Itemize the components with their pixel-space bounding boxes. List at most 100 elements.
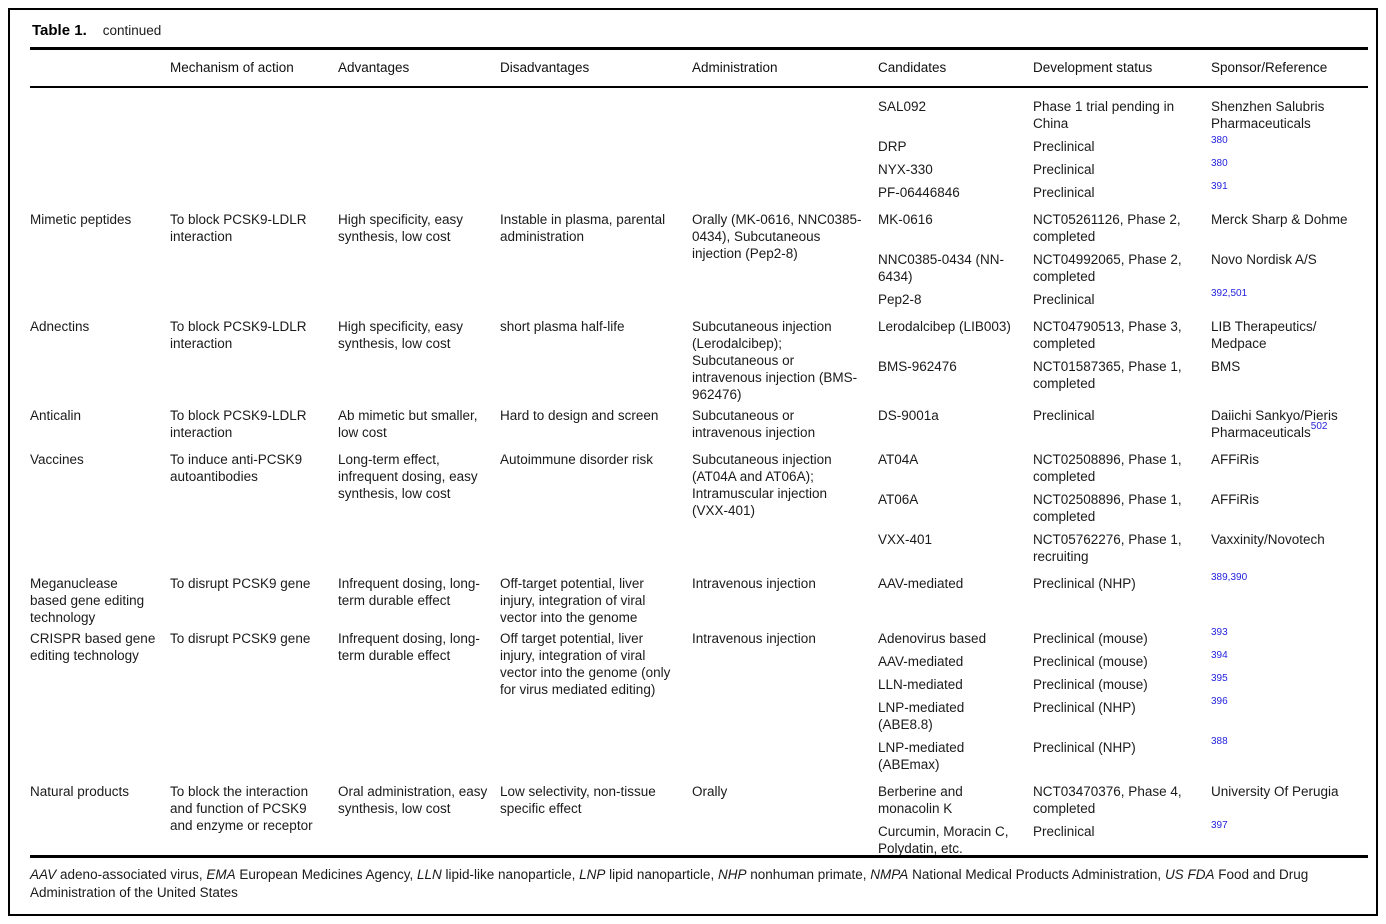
footnote-abbr: NHP <box>717 867 747 882</box>
category-cell: Vaccines <box>30 452 84 467</box>
candidate-entries: DS-9001a Preclinical Daiichi Sankyo/Pier… <box>878 407 1368 447</box>
header-administration: Administration <box>692 60 778 75</box>
reference-link[interactable]: 392,501 <box>1211 287 1248 299</box>
divider-header <box>30 86 1368 88</box>
candidate-row: Lerodalcibep (LIB003) NCT04790513, Phase… <box>878 318 1368 352</box>
footnote-text: lipid nanoparticle, <box>605 867 718 882</box>
reference-link[interactable]: 393 <box>1211 626 1228 638</box>
footnote-text: National Medical Products Administration… <box>908 867 1165 882</box>
candidate-cell: Pep2-8 <box>878 292 922 307</box>
candidate-row: SAL092 Phase 1 trial pending in China Sh… <box>878 98 1368 132</box>
candidate-cell: AT06A <box>878 492 919 507</box>
mechanism-cell: To block the interaction and function of… <box>170 784 313 833</box>
candidate-row: MK-0616 NCT05261126, Phase 2, completed … <box>878 211 1368 245</box>
status-cell: Phase 1 trial pending in China <box>1033 99 1175 131</box>
footnote-text: nonhuman primate, <box>746 867 871 882</box>
sponsor-text: Merck Sharp & Dohme <box>1211 212 1348 227</box>
status-cell: Preclinical (mouse) <box>1033 677 1148 692</box>
candidate-row: Curcumin, Moracin C, Polydatin, etc. Pre… <box>878 819 1368 855</box>
sponsor-cell: 395 <box>1211 672 1368 693</box>
disadvantages-cell: Hard to design and screen <box>500 408 659 423</box>
header-sponsor-reference: Sponsor/Reference <box>1211 60 1328 75</box>
footnote-text: adeno-associated virus, <box>56 867 207 882</box>
reference-link[interactable]: 397 <box>1211 819 1228 831</box>
candidate-row: DRP Preclinical 380 <box>878 134 1368 155</box>
administration-cell: Subcutaneous or intravenous injection <box>692 408 816 440</box>
sponsor-cell: University Of Perugia <box>1211 783 1368 817</box>
status-cell: NCT02508896, Phase 1, completed <box>1033 452 1182 484</box>
candidate-row: BMS-962476 NCT01587365, Phase 1, complet… <box>878 358 1368 392</box>
reference-link[interactable]: 380 <box>1211 134 1228 146</box>
table-row: Meganuclease based gene editing technolo… <box>30 571 1368 626</box>
divider-footnote <box>30 855 1368 858</box>
mechanism-cell: To block PCSK9-LDLR interaction <box>170 319 307 351</box>
category-cell: Anticalin <box>30 408 82 423</box>
sponsor-cell: Shenzhen Salubris Pharmaceuticals <box>1211 98 1368 132</box>
table-row: CRISPR based gene editing technology To … <box>30 626 1368 779</box>
sponsor-cell: 388 <box>1211 735 1368 773</box>
header-advantages: Advantages <box>338 60 410 75</box>
reference-link[interactable]: 380 <box>1211 157 1228 169</box>
candidate-row: NYX-330 Preclinical 380 <box>878 157 1368 178</box>
candidate-entries: Lerodalcibep (LIB003) NCT04790513, Phase… <box>878 318 1368 403</box>
sponsor-cell: 392,501 <box>1211 287 1368 308</box>
status-cell: NCT04790513, Phase 3, completed <box>1033 319 1182 351</box>
status-cell: Preclinical <box>1033 185 1095 200</box>
category-cell: Mimetic peptides <box>30 212 132 227</box>
advantages-cell: Infrequent dosing, long-term durable eff… <box>338 576 480 608</box>
sponsor-text: AFFiRis <box>1211 492 1259 507</box>
sponsor-text: LIB Therapeutics/ Medpace <box>1211 319 1317 351</box>
reference-link[interactable]: 395 <box>1211 672 1228 684</box>
category-cell <box>30 98 170 207</box>
table-caption: Table 1. continued <box>30 18 1368 47</box>
candidate-row: LNP-mediated (ABEmax) Preclinical (NHP) … <box>878 735 1368 773</box>
candidate-cell: LNP-mediated (ABEmax) <box>878 740 965 772</box>
candidate-row: PF-06446846 Preclinical 391 <box>878 180 1368 201</box>
table-row: Mimetic peptides To block PCSK9-LDLR int… <box>30 211 1368 314</box>
candidate-cell: VXX-401 <box>878 532 933 547</box>
candidate-row: DS-9001a Preclinical Daiichi Sankyo/Pier… <box>878 407 1368 441</box>
divider-top <box>30 47 1368 50</box>
sponsor-text: Vaxxinity/Novotech <box>1211 532 1325 547</box>
sponsor-cell: Vaxxinity/Novotech <box>1211 531 1368 565</box>
candidate-entries: AT04A NCT02508896, Phase 1, completed AF… <box>878 451 1368 571</box>
footnote-abbr: AAV <box>30 867 57 882</box>
administration-cell: Orally (MK-0616, NNC0385-0434), Subcutan… <box>692 212 862 261</box>
candidate-cell: Lerodalcibep (LIB003) <box>878 319 1011 334</box>
candidate-cell: DS-9001a <box>878 408 939 423</box>
table-row: Vaccines To induce anti-PCSK9 autoantibo… <box>30 451 1368 571</box>
reference-link[interactable]: 391 <box>1211 180 1228 192</box>
sponsor-cell: Daiichi Sankyo/Pieris Pharmaceuticals502 <box>1211 407 1368 441</box>
candidate-row: Adenovirus based Preclinical (mouse) 393 <box>878 626 1368 647</box>
sponsor-text: BMS <box>1211 359 1241 374</box>
table-row: Adnectins To block PCSK9-LDLR interactio… <box>30 318 1368 403</box>
status-cell: Preclinical (mouse) <box>1033 654 1148 669</box>
reference-link[interactable]: 389,390 <box>1211 571 1248 583</box>
footnote-abbr: LLN <box>417 867 442 882</box>
candidate-cell: LNP-mediated (ABE8.8) <box>878 700 965 732</box>
administration-cell: Intravenous injection <box>692 631 816 646</box>
candidate-cell: MK-0616 <box>878 212 933 227</box>
table-row: Anticalin To block PCSK9-LDLR interactio… <box>30 407 1368 447</box>
header-empty <box>30 59 170 76</box>
reference-link[interactable]: 388 <box>1211 735 1228 747</box>
mechanism-cell: To induce anti-PCSK9 autoantibodies <box>170 452 303 484</box>
candidate-cell: NNC0385-0434 (NN-6434) <box>878 252 1005 284</box>
candidate-cell: DRP <box>878 139 907 154</box>
administration-cell: Subcutaneous injection (AT04A and AT06A)… <box>692 452 832 518</box>
mechanism-cell: To block PCSK9-LDLR interaction <box>170 212 307 244</box>
reference-link[interactable]: 394 <box>1211 649 1228 661</box>
sponsor-cell: BMS <box>1211 358 1368 392</box>
category-cell: CRISPR based gene editing technology <box>30 631 156 663</box>
sponsor-cell: 380 <box>1211 134 1368 155</box>
advantages-cell <box>338 98 500 207</box>
sponsor-cell: 380 <box>1211 157 1368 178</box>
candidate-cell: AAV-mediated <box>878 654 964 669</box>
status-cell: NCT05762276, Phase 1, recruiting <box>1033 532 1182 564</box>
header-candidates: Candidates <box>878 60 947 75</box>
reference-link[interactable]: 502 <box>1310 420 1328 432</box>
disadvantages-cell <box>500 98 692 207</box>
administration-cell: Subcutaneous injection (Lerodalcibep); S… <box>692 319 858 402</box>
header-row: Mechanism of action Advantages Disadvant… <box>30 50 1368 86</box>
reference-link[interactable]: 396 <box>1211 695 1228 707</box>
